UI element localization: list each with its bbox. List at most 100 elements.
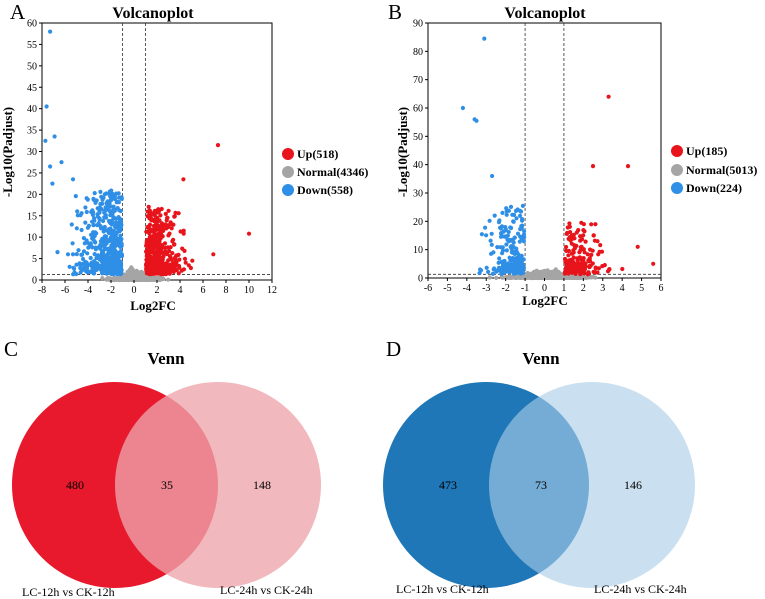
down-point	[85, 197, 90, 202]
down-point	[113, 243, 118, 248]
up-point	[156, 207, 161, 212]
down-point	[103, 208, 108, 213]
down-point	[495, 268, 500, 273]
down-point	[497, 256, 502, 261]
x-tick-label: -2	[107, 285, 115, 296]
up-point	[576, 228, 581, 233]
down-point	[114, 225, 119, 230]
down-point	[520, 261, 525, 267]
normal-point	[531, 275, 536, 280]
up-point	[151, 262, 156, 268]
down-point	[500, 245, 505, 250]
x-tick-label: 0	[542, 283, 547, 294]
y-tick-label: 20	[27, 190, 37, 201]
down-point	[50, 181, 55, 186]
up-point	[169, 257, 174, 262]
y-tick-label: 50	[413, 132, 423, 143]
panel-a-legend-down: Down(558)	[297, 183, 353, 197]
panel-c-set-left-label: LC-12h vs CK-12h	[22, 585, 115, 599]
up-point	[564, 244, 569, 250]
up-point	[146, 250, 151, 255]
down-point	[483, 225, 488, 230]
down-point	[93, 200, 98, 205]
down-point	[67, 264, 72, 269]
down-point	[109, 247, 114, 252]
normal-point	[100, 276, 105, 281]
up-point	[158, 269, 163, 274]
panel-c-right-only-value: 148	[253, 478, 271, 492]
down-point	[509, 246, 514, 252]
up-point	[563, 258, 568, 264]
up-point	[593, 222, 598, 227]
down-point	[115, 256, 121, 261]
up-point	[176, 271, 181, 276]
y-tick-label: 40	[413, 160, 423, 171]
down-point	[115, 270, 120, 275]
down-point	[75, 209, 80, 214]
down-point	[517, 213, 523, 218]
up-point	[156, 257, 161, 262]
down-point	[107, 237, 112, 242]
down-point	[488, 238, 493, 243]
panel-b-legend-down: Down(224)	[686, 181, 742, 195]
normal-point	[129, 274, 134, 279]
panel-b-y-axis: 0 10 20 30 40 50 60 70 80 90	[413, 19, 428, 285]
down-point	[479, 232, 484, 237]
down-point	[101, 218, 106, 224]
normal-point	[108, 277, 113, 282]
down-point	[506, 229, 511, 235]
up-point	[176, 211, 181, 216]
up-point	[164, 263, 170, 269]
down-point	[90, 245, 95, 250]
normal-point	[534, 268, 539, 273]
panel-a-legend: Up(518) Normal(4346) Down(558)	[282, 147, 368, 197]
down-point	[101, 195, 106, 200]
panel-b-legend-normal: Normal(5013)	[686, 163, 757, 177]
up-point	[597, 249, 602, 254]
down-point	[513, 267, 518, 272]
up-point	[606, 94, 611, 99]
down-point	[100, 271, 105, 276]
panel-c-left-only-value: 480	[66, 478, 84, 492]
up-point	[582, 229, 587, 234]
down-point	[521, 239, 527, 244]
down-point	[504, 242, 509, 247]
x-tick-label: 2	[155, 285, 160, 296]
down-point	[83, 220, 88, 225]
down-point	[118, 249, 123, 254]
up-point	[153, 217, 158, 222]
normal-point	[554, 272, 559, 277]
y-tick-label: 25	[27, 168, 37, 179]
down-point	[77, 261, 82, 266]
up-point	[164, 218, 169, 223]
down-point	[506, 269, 511, 274]
down-point	[69, 222, 74, 227]
y-tick-label: 90	[413, 19, 423, 30]
up-point	[588, 247, 593, 252]
up-point	[152, 208, 157, 214]
down-point	[517, 239, 522, 244]
up-point	[179, 268, 184, 273]
down-point	[72, 266, 77, 271]
up-point	[593, 266, 598, 271]
down-point	[65, 252, 71, 257]
panel-b-plot-frame	[427, 22, 662, 279]
up-point	[183, 260, 188, 265]
up-point	[567, 221, 572, 226]
up-point	[159, 221, 164, 226]
up-point	[170, 239, 175, 244]
panel-c-label: C	[4, 337, 18, 361]
panel-b-points	[460, 36, 656, 281]
down-point	[499, 269, 504, 274]
panel-b-legend-normal-marker	[671, 164, 683, 176]
y-tick-label: 60	[413, 104, 423, 115]
up-point	[581, 268, 586, 273]
y-tick-label: 20	[413, 217, 423, 228]
down-point	[102, 247, 107, 252]
normal-point	[579, 275, 584, 280]
up-point	[157, 218, 162, 223]
y-tick-label: 40	[27, 104, 37, 115]
down-point	[116, 191, 121, 196]
down-point	[110, 252, 115, 258]
up-point	[169, 226, 174, 231]
